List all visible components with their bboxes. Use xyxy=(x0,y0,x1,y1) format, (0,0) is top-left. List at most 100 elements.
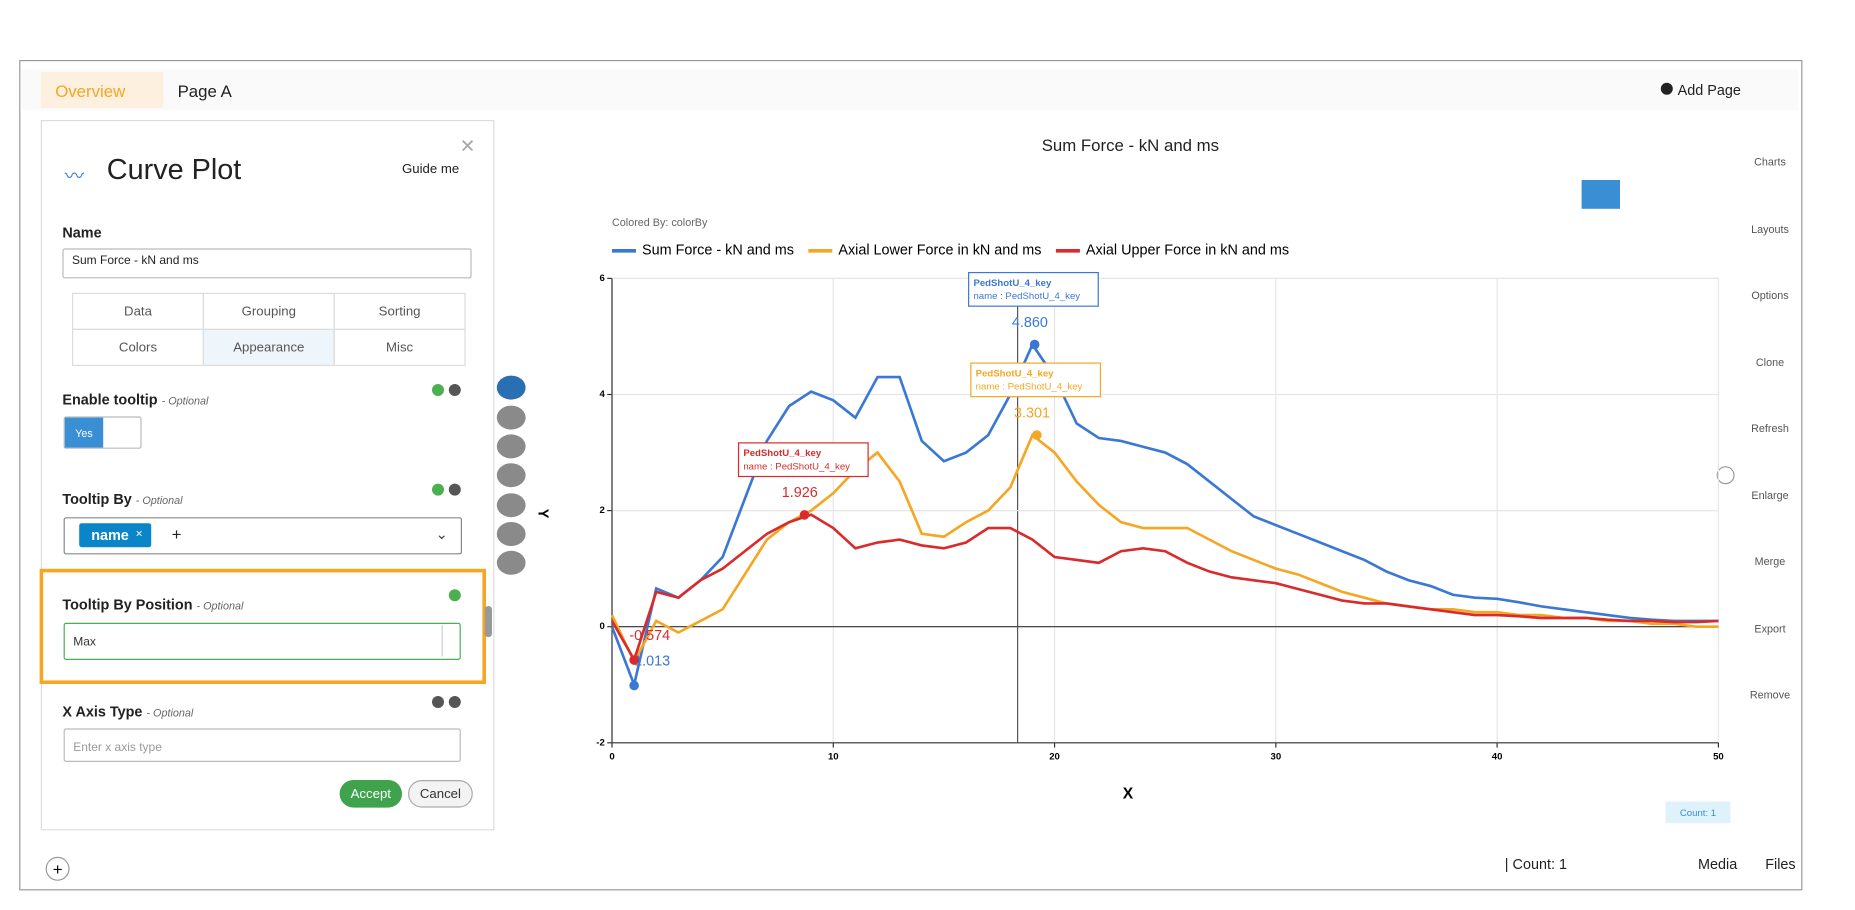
x-tick-label: 50 xyxy=(1713,752,1724,763)
sidebar-item[interactable]: Clone xyxy=(1755,355,1785,368)
annotation-point xyxy=(629,680,639,691)
tool[interactable] xyxy=(496,522,526,546)
optional: - Optional xyxy=(196,600,244,612)
caret[interactable]: ⌄ xyxy=(435,525,448,543)
scrollbar[interactable] xyxy=(484,606,493,638)
tool[interactable] xyxy=(496,463,526,488)
x-tick-label: 0 xyxy=(609,752,614,763)
label: Tooltip By xyxy=(62,490,132,508)
tab-overview[interactable]: Overview xyxy=(55,81,126,101)
info xyxy=(448,483,461,496)
check xyxy=(432,696,445,708)
media[interactable]: Media xyxy=(1698,855,1738,873)
tool[interactable] xyxy=(496,493,526,518)
chart: Sum Force - kN and ms Colored By: colorB… xyxy=(535,136,1735,803)
count-badge: Count: 1 xyxy=(1665,801,1731,824)
x-tick-label: 40 xyxy=(1492,752,1503,763)
tooltip-box xyxy=(737,442,869,478)
annotation-point xyxy=(1032,430,1042,440)
tab[interactable]: Appearance xyxy=(202,328,335,366)
close[interactable]: ✕ xyxy=(459,136,476,158)
zoom-button[interactable] xyxy=(1581,180,1621,209)
tool[interactable] xyxy=(496,550,526,575)
tab[interactable]: Colors xyxy=(72,328,205,366)
add-sheet[interactable]: + xyxy=(45,856,70,881)
sidebar-item[interactable]: Remove xyxy=(1749,688,1791,701)
panel-title: Curve Plot xyxy=(106,153,242,186)
series-line xyxy=(610,341,1719,690)
name-label: Name xyxy=(62,224,102,242)
sidebar-item[interactable]: Merge xyxy=(1754,555,1786,568)
tool[interactable] xyxy=(496,434,526,459)
legend-label: Sum Force - kN and ms xyxy=(642,243,794,259)
label: Enable tooltip xyxy=(62,391,158,409)
annotation-value: 4.860 xyxy=(1012,315,1048,331)
add-page[interactable]: Add Page xyxy=(1677,81,1741,99)
tool[interactable] xyxy=(496,375,526,400)
x-axis-label: X xyxy=(1123,786,1134,803)
tooltip-box xyxy=(970,362,1102,398)
y-tick-label: 4 xyxy=(599,389,605,400)
y-tick-label: 0 xyxy=(599,621,604,632)
tab-page[interactable]: Page A xyxy=(177,81,232,101)
optional: - Optional xyxy=(135,494,183,507)
tab[interactable]: Grouping xyxy=(202,292,335,330)
optional: - Optional xyxy=(161,394,209,407)
position-input[interactable] xyxy=(63,622,461,660)
field-label: X Axis Type - Optional xyxy=(62,703,193,720)
sidebar-item[interactable]: Refresh xyxy=(1751,422,1789,435)
sidebar-item[interactable]: Export xyxy=(1754,622,1786,635)
legend-label: Axial Lower Force in kN and ms xyxy=(838,243,1041,259)
tab[interactable]: Sorting xyxy=(333,292,466,330)
tab[interactable]: Misc xyxy=(333,328,466,366)
config-panel xyxy=(40,120,495,831)
annotation-value: -0.574 xyxy=(629,628,670,644)
expand[interactable] xyxy=(1716,466,1735,485)
y-tick-label: 2 xyxy=(599,505,604,516)
accept[interactable]: Accept xyxy=(339,780,403,808)
add[interactable]: + xyxy=(171,524,182,544)
label: X Axis Type xyxy=(62,703,143,720)
series-line xyxy=(610,513,1719,664)
tab[interactable]: Data xyxy=(72,292,205,330)
tooltip-text: name : PedShotU_4_key xyxy=(743,461,850,472)
divider xyxy=(441,625,443,657)
check xyxy=(432,384,445,397)
annotation-value: -1.013 xyxy=(629,653,670,669)
annotation-point xyxy=(799,510,810,520)
tooltip-text: name : PedShotU_4_key xyxy=(973,291,1080,302)
tooltip-title: PedShotU_4_key xyxy=(976,368,1055,379)
cancel[interactable]: Cancel xyxy=(408,780,473,808)
tab-active[interactable] xyxy=(40,72,164,109)
name-value: Sum Force - kN and ms xyxy=(72,254,199,268)
plot-icon: 〰 xyxy=(64,166,85,188)
tab-bar xyxy=(20,69,1799,111)
info xyxy=(448,696,461,708)
tool[interactable] xyxy=(496,405,526,430)
sidebar-item[interactable]: Charts xyxy=(1754,156,1786,168)
annotation-value: 1.926 xyxy=(782,485,818,501)
y-tick-label: -2 xyxy=(596,737,605,748)
frame xyxy=(19,60,1803,891)
chip[interactable] xyxy=(79,523,152,548)
field-label: Tooltip By - Optional xyxy=(62,491,182,508)
axis-type-input[interactable] xyxy=(63,728,461,762)
name-input[interactable] xyxy=(62,248,472,279)
tooltip-title: PedShotU_4_key xyxy=(973,278,1052,289)
y-axis-label: Y xyxy=(535,509,551,519)
optional: - Optional xyxy=(146,706,194,719)
annotation-value: 3.301 xyxy=(1014,405,1050,421)
guide-me[interactable]: Guide me xyxy=(402,162,460,177)
chip-remove[interactable]: × xyxy=(135,528,143,542)
info xyxy=(448,384,461,397)
field-label: Enable tooltip - Optional xyxy=(62,391,208,408)
subtitle: Colored By: colorBy xyxy=(612,217,708,229)
files[interactable]: Files xyxy=(1765,855,1796,873)
sidebar-item[interactable]: Enlarge xyxy=(1751,489,1789,502)
toggle-yes[interactable]: Yes xyxy=(64,417,104,448)
sidebar-item[interactable]: Options xyxy=(1751,289,1789,302)
label: Tooltip By Position xyxy=(62,596,193,614)
check xyxy=(432,483,445,496)
add-icon xyxy=(1660,82,1673,95)
sidebar-item[interactable]: Layouts xyxy=(1751,222,1789,235)
